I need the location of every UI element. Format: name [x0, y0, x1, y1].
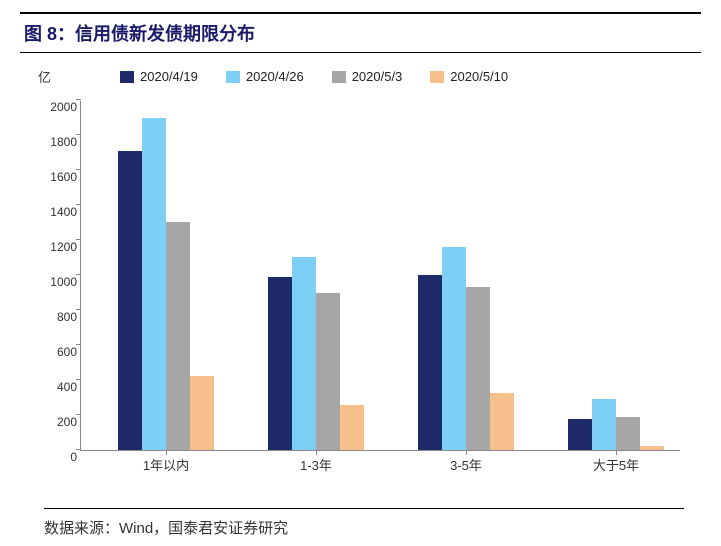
legend-item: 2020/4/19	[120, 69, 198, 84]
bar	[442, 247, 466, 450]
x-tick-mark	[316, 450, 317, 455]
bar-group: 1-3年	[256, 257, 376, 450]
bar-group: 1年以内	[106, 118, 226, 451]
y-tick-label: 0	[33, 450, 77, 464]
legend-item: 2020/4/26	[226, 69, 304, 84]
y-tick-mark	[76, 344, 81, 345]
y-tick-label: 800	[33, 310, 77, 324]
plot-area: 02004006008001000120014001600180020001年以…	[80, 101, 680, 451]
y-tick-mark	[76, 414, 81, 415]
bar	[616, 417, 640, 450]
category-label: 1-3年	[256, 455, 376, 474]
y-tick-mark	[76, 204, 81, 205]
y-tick-label: 400	[33, 380, 77, 394]
bar	[190, 376, 214, 450]
bar	[292, 257, 316, 450]
x-tick-mark	[166, 450, 167, 455]
y-tick-label: 1400	[33, 205, 77, 219]
bar	[316, 293, 340, 450]
data-source: 数据来源：Wind，国泰君安证券研究	[44, 508, 684, 538]
x-tick-mark	[466, 450, 467, 455]
legend-swatch-icon	[332, 71, 346, 83]
x-tick-mark	[616, 450, 617, 455]
bar	[592, 399, 616, 450]
chart-container: 亿 2020/4/19 2020/4/26 2020/5/3 2020/5/10…	[20, 63, 700, 493]
y-tick-mark	[76, 274, 81, 275]
bar	[268, 277, 292, 450]
bar	[418, 275, 442, 450]
legend-item: 2020/5/3	[332, 69, 403, 84]
y-tick-mark	[76, 134, 81, 135]
bar-group: 大于5年	[556, 399, 676, 450]
legend-label: 2020/5/10	[450, 69, 508, 84]
y-tick-mark	[76, 99, 81, 100]
legend-item: 2020/5/10	[430, 69, 508, 84]
y-tick-label: 200	[33, 415, 77, 429]
bar	[118, 151, 142, 450]
bar	[466, 287, 490, 450]
y-axis-label: 亿	[38, 67, 51, 86]
legend-swatch-icon	[120, 71, 134, 83]
y-tick-label: 2000	[33, 100, 77, 114]
legend-label: 2020/4/19	[140, 69, 198, 84]
y-tick-mark	[76, 449, 81, 450]
bar	[640, 446, 664, 450]
bar	[568, 419, 592, 450]
bar	[340, 405, 364, 451]
y-tick-label: 1200	[33, 240, 77, 254]
y-tick-label: 1800	[33, 135, 77, 149]
y-tick-mark	[76, 169, 81, 170]
legend-label: 2020/5/3	[352, 69, 403, 84]
category-label: 3-5年	[406, 455, 526, 474]
bar	[490, 393, 514, 450]
bar	[142, 118, 166, 451]
y-tick-label: 1000	[33, 275, 77, 289]
figure-title: 图 8：信用债新发债期限分布	[20, 12, 701, 53]
legend-swatch-icon	[430, 71, 444, 83]
legend-swatch-icon	[226, 71, 240, 83]
y-tick-mark	[76, 379, 81, 380]
y-tick-label: 1600	[33, 170, 77, 184]
legend-label: 2020/4/26	[246, 69, 304, 84]
y-tick-label: 600	[33, 345, 77, 359]
category-label: 大于5年	[556, 455, 676, 474]
y-tick-mark	[76, 309, 81, 310]
y-tick-mark	[76, 239, 81, 240]
legend: 2020/4/19 2020/4/26 2020/5/3 2020/5/10	[120, 69, 508, 84]
category-label: 1年以内	[106, 455, 226, 474]
bar	[166, 222, 190, 450]
bar-group: 3-5年	[406, 247, 526, 450]
